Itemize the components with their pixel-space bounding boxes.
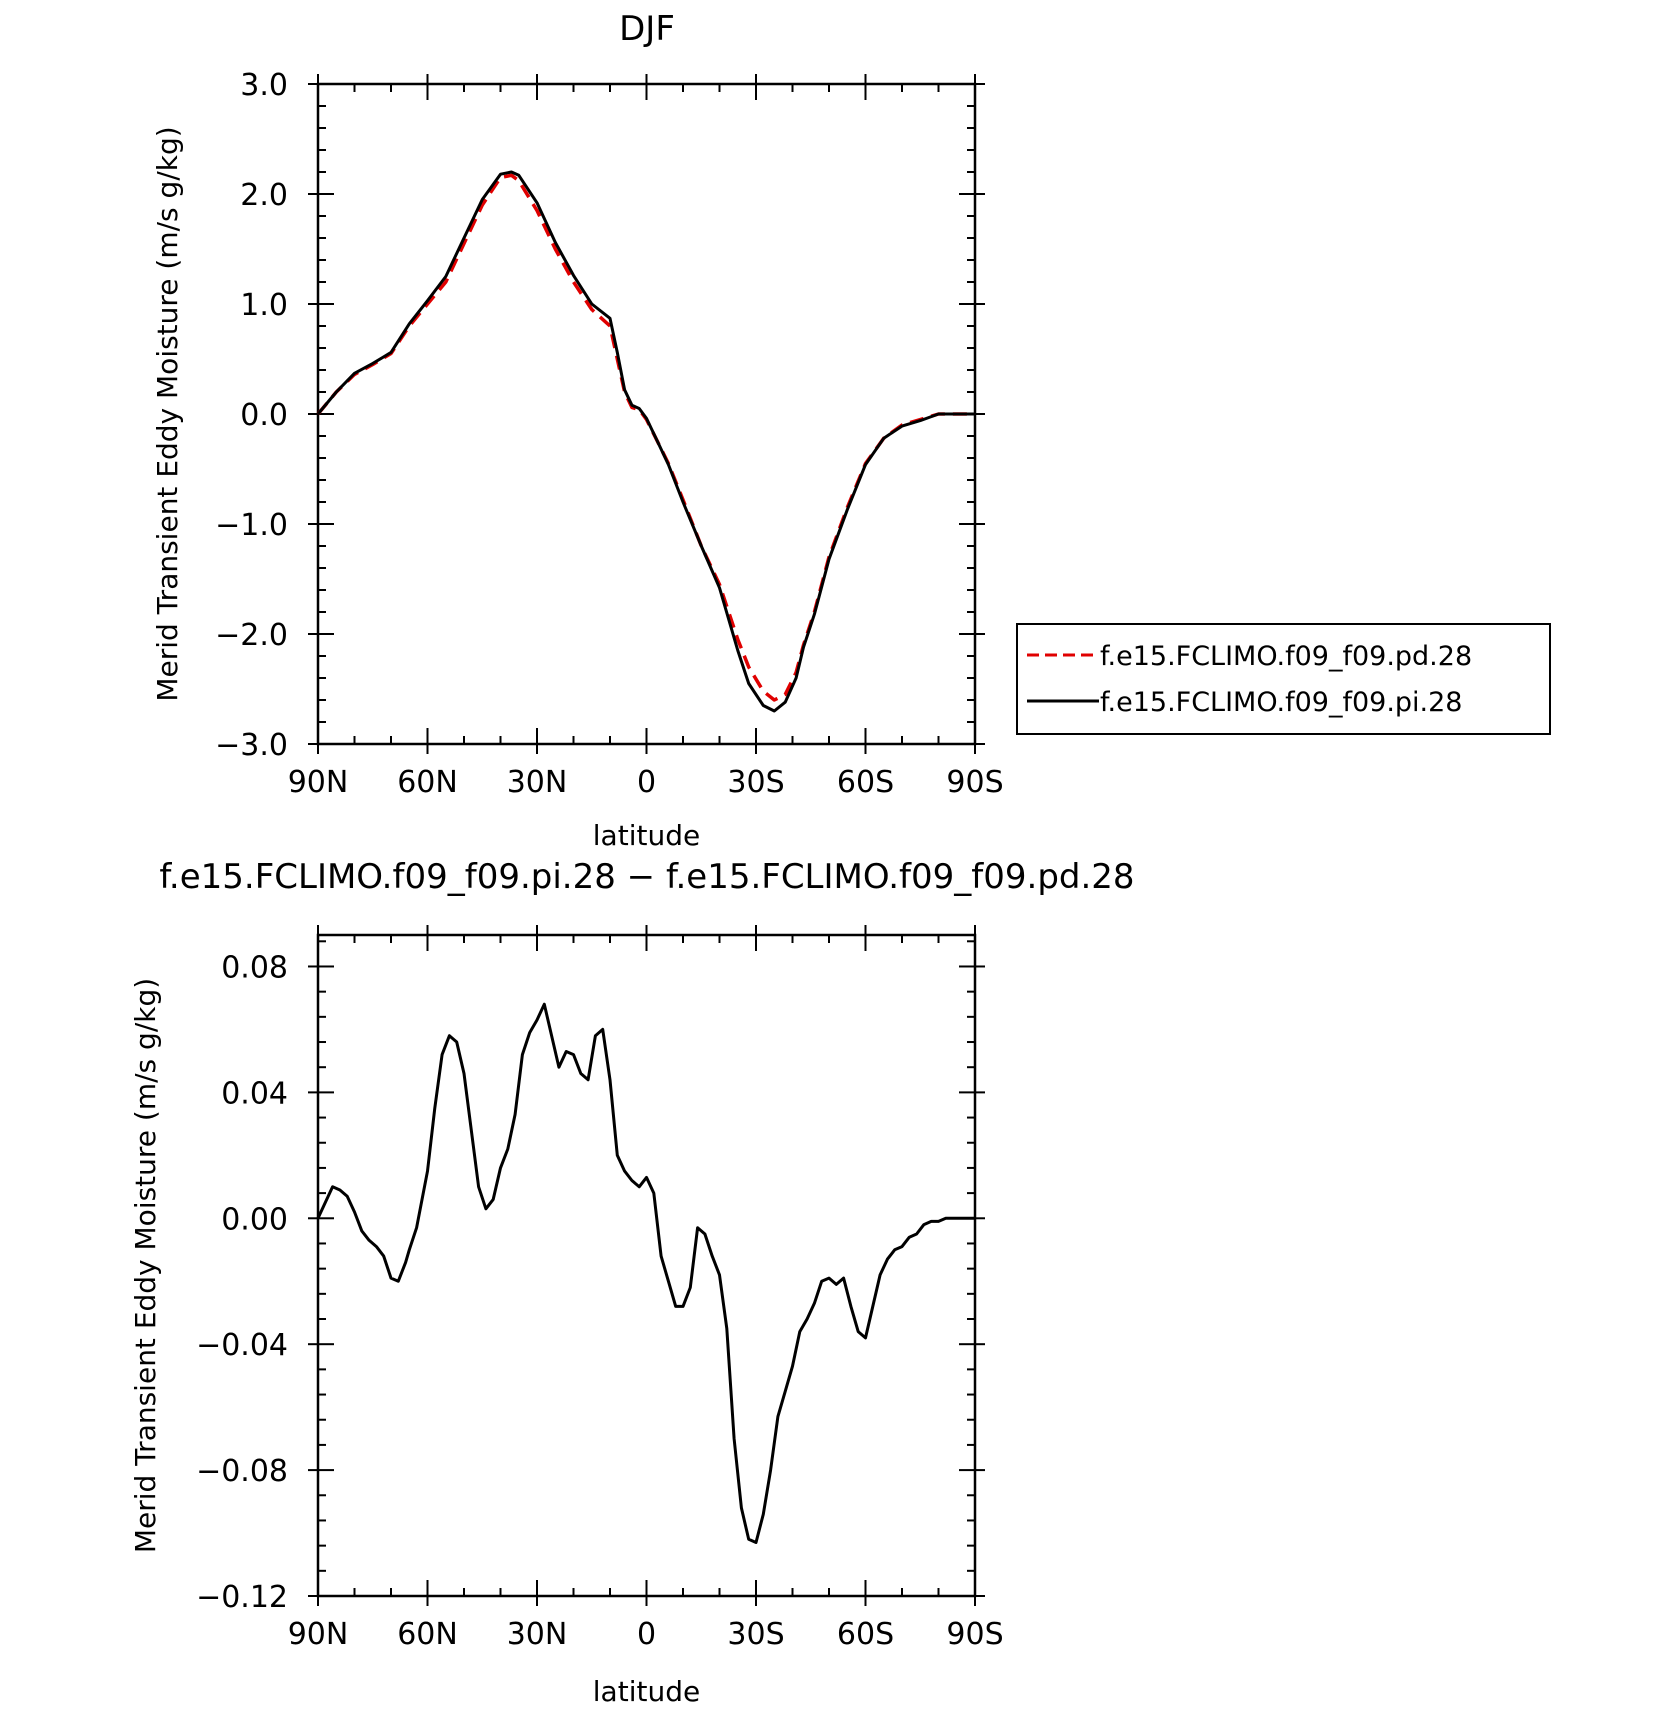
bottom-chart-x-axis-label: latitude <box>593 1675 700 1708</box>
bottom-chart: f.e15.FCLIMO.f09_f09.pi.28 − f.e15.FCLIM… <box>129 857 1135 1708</box>
x-tick-label: 90S <box>946 1617 1003 1652</box>
y-tick-label: −1.0 <box>215 508 288 543</box>
x-tick-label: 90N <box>288 1617 349 1652</box>
bottom-chart-axes: 90N 60N 30N 0 30S 60S 90S 0.08 0.04 0.00 −0.04 −0.0… <box>196 925 1004 1652</box>
series-line-0 <box>316 1002 975 1544</box>
bottom-chart-y-axis-label: Merid Transient Eddy Moisture (m/s g/kg) <box>129 978 162 1553</box>
bottom-chart-series <box>316 1002 975 1544</box>
x-tick-label: 60N <box>397 765 458 800</box>
top-chart-y-axis-label: Merid Transient Eddy Moisture (m/s g/kg) <box>151 126 184 701</box>
top-chart-x-axis-label: latitude <box>593 819 700 852</box>
y-tick-label: 1.0 <box>240 288 288 323</box>
y-tick-label: 2.0 <box>240 178 288 213</box>
y-tick-label: −0.04 <box>196 1328 288 1363</box>
y-tick-label: 0.08 <box>221 950 288 985</box>
y-tick-label: 0.00 <box>221 1202 288 1237</box>
top-chart-series <box>316 170 975 713</box>
y-tick-label: −0.08 <box>196 1454 288 1489</box>
plot-frame <box>316 82 977 746</box>
legend-box <box>1016 623 1551 735</box>
y-tick-label: −3.0 <box>215 728 288 763</box>
x-tick-label: 60S <box>837 1617 894 1652</box>
y-tick-label: −0.12 <box>196 1580 288 1615</box>
x-tick-label: 30S <box>727 765 784 800</box>
top-chart-title: DJF <box>619 9 675 49</box>
x-tick-label: 0 <box>637 765 656 800</box>
x-tick-label: 30N <box>507 765 568 800</box>
bottom-chart-title: f.e15.FCLIMO.f09_f09.pi.28 − f.e15.FCLIM… <box>159 857 1134 897</box>
legend-entry-pi: f.e15.FCLIMO.f09_f09.pi.28 <box>1100 687 1462 718</box>
top-chart-legend: f.e15.FCLIMO.f09_f09.pd.28 f.e15.FCLIMO.… <box>1016 623 1551 735</box>
y-tick-label: 0.04 <box>221 1076 288 1111</box>
series-line-1 <box>316 170 975 713</box>
x-tick-label: 30S <box>727 1617 784 1652</box>
plot-frame <box>316 933 977 1598</box>
top-chart-axes: 90N 60N 30N 0 30S 60S 90S 3.0 2.0 1.0 0.0 −1.0 −2.0 −… <box>215 68 1003 800</box>
y-tick-label: 3.0 <box>240 68 288 103</box>
x-tick-label: 30N <box>507 1617 568 1652</box>
x-tick-label: 60N <box>397 1617 458 1652</box>
top-chart: DJF 90N 60N 30N 0 30S 60S 90S 3.0 2.0 1.0 0.0 −1.0 −… <box>151 9 1551 852</box>
x-tick-label: 90S <box>946 765 1003 800</box>
series-line-0 <box>316 173 975 702</box>
legend-entry-pd: f.e15.FCLIMO.f09_f09.pd.28 <box>1100 641 1472 672</box>
x-tick-label: 60S <box>837 765 894 800</box>
x-tick-label: 90N <box>288 765 349 800</box>
x-tick-label: 0 <box>637 1617 656 1652</box>
y-tick-label: 0.0 <box>240 398 288 433</box>
y-tick-label: −2.0 <box>215 618 288 653</box>
